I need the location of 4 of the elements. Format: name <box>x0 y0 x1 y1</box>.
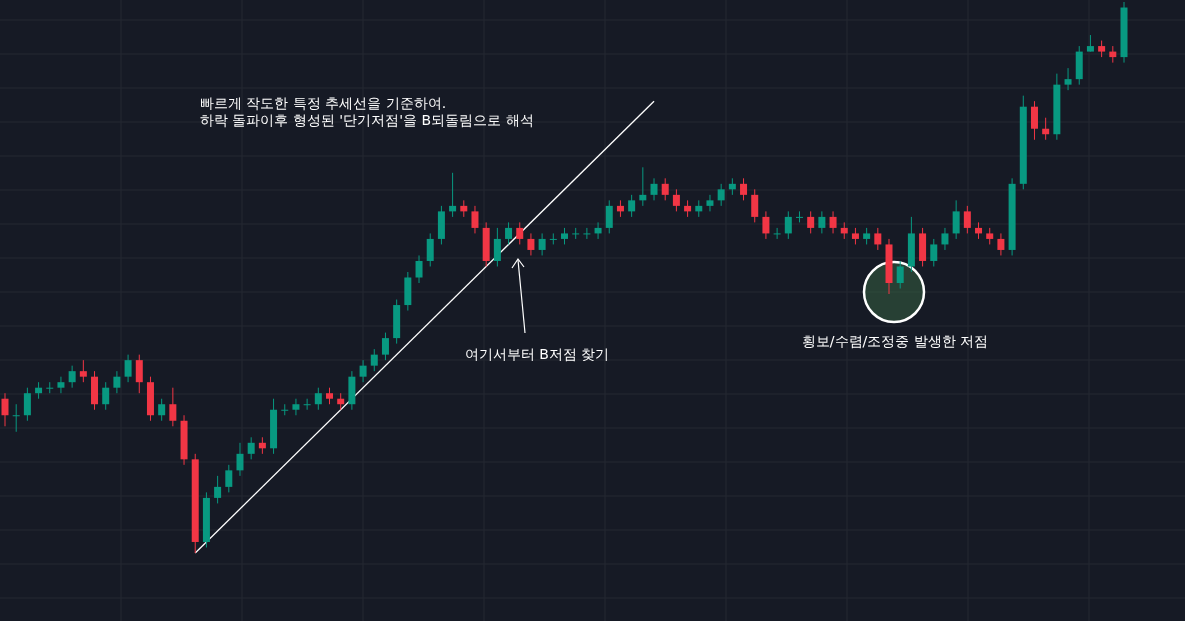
annotation: 빠르게 작도한 특정 추세선을 기준하여. <box>200 95 447 111</box>
annotation: 하락 돌파이후 형성된 '단기저점'을 B되돌림으로 해석 <box>200 112 534 128</box>
annotation: 횡보/수렴/조정중 발생한 저점 <box>801 333 989 349</box>
annotation: 여기서부터 B저점 찾기 <box>464 346 610 362</box>
